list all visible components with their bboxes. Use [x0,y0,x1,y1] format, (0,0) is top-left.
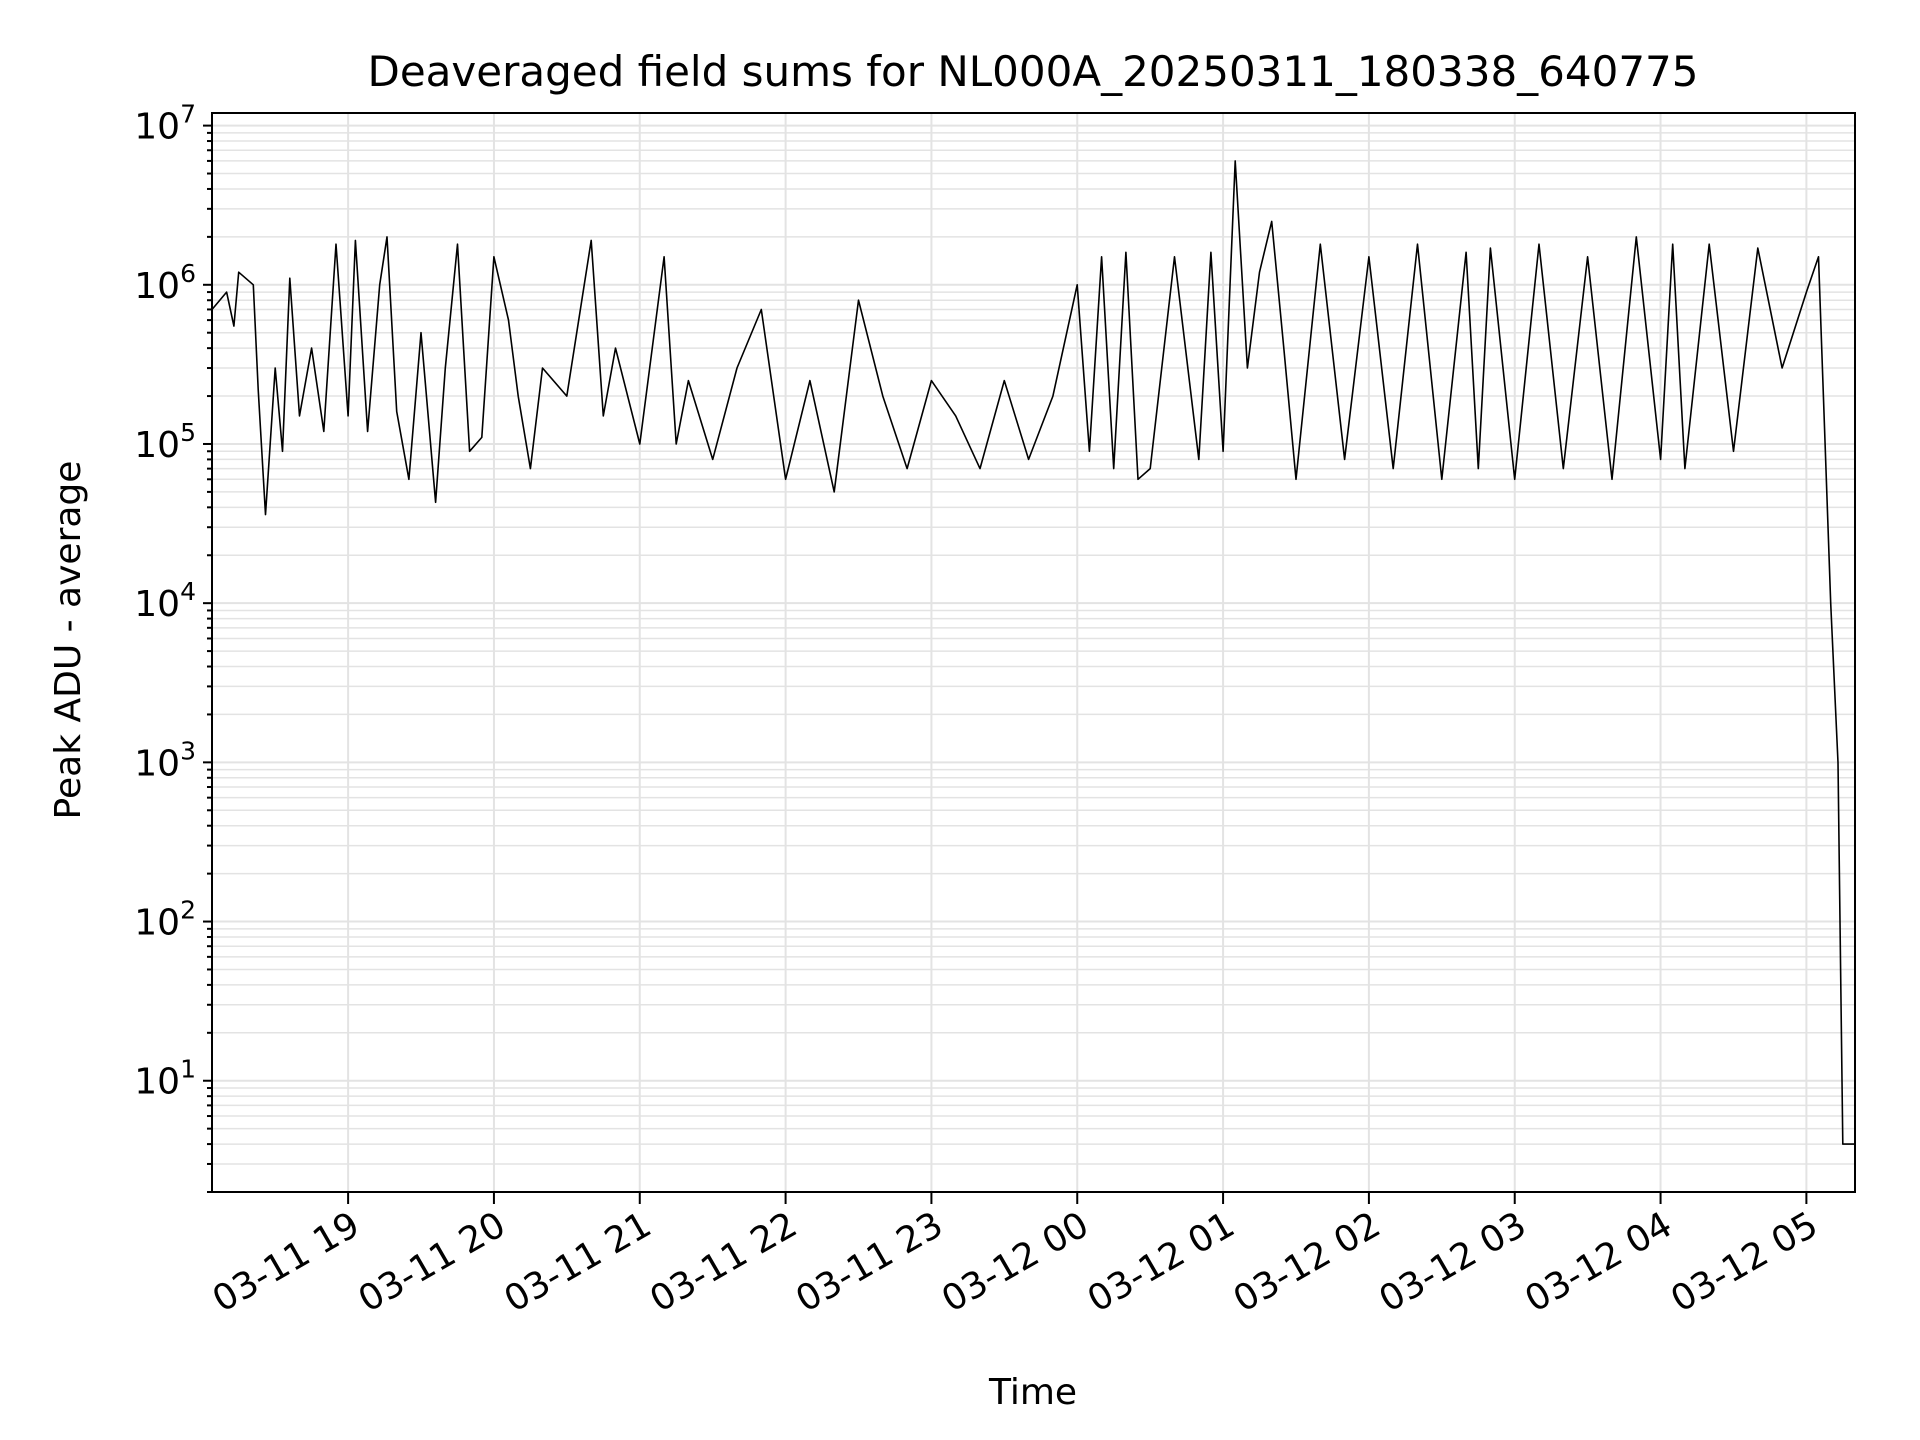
series-line [211,160,1855,1145]
y-axis-label: Peak ADU - average [48,461,89,820]
chart-title: Deaveraged field sums for NL000A_2025031… [368,47,1699,96]
y-tick-label: 105 [134,418,196,466]
y-tick-label: 106 [134,259,196,307]
y-tick-label: 107 [134,100,196,148]
grid-layer [212,113,1855,1193]
axes-frame [211,112,1856,1193]
data-layer [211,160,1855,1145]
y-tick-label: 104 [134,577,196,625]
x-axis-label: Time [988,1372,1077,1413]
y-tick-label: 101 [134,1055,196,1103]
y-tick-label: 103 [134,736,196,784]
y-tick-label: 102 [134,896,196,944]
